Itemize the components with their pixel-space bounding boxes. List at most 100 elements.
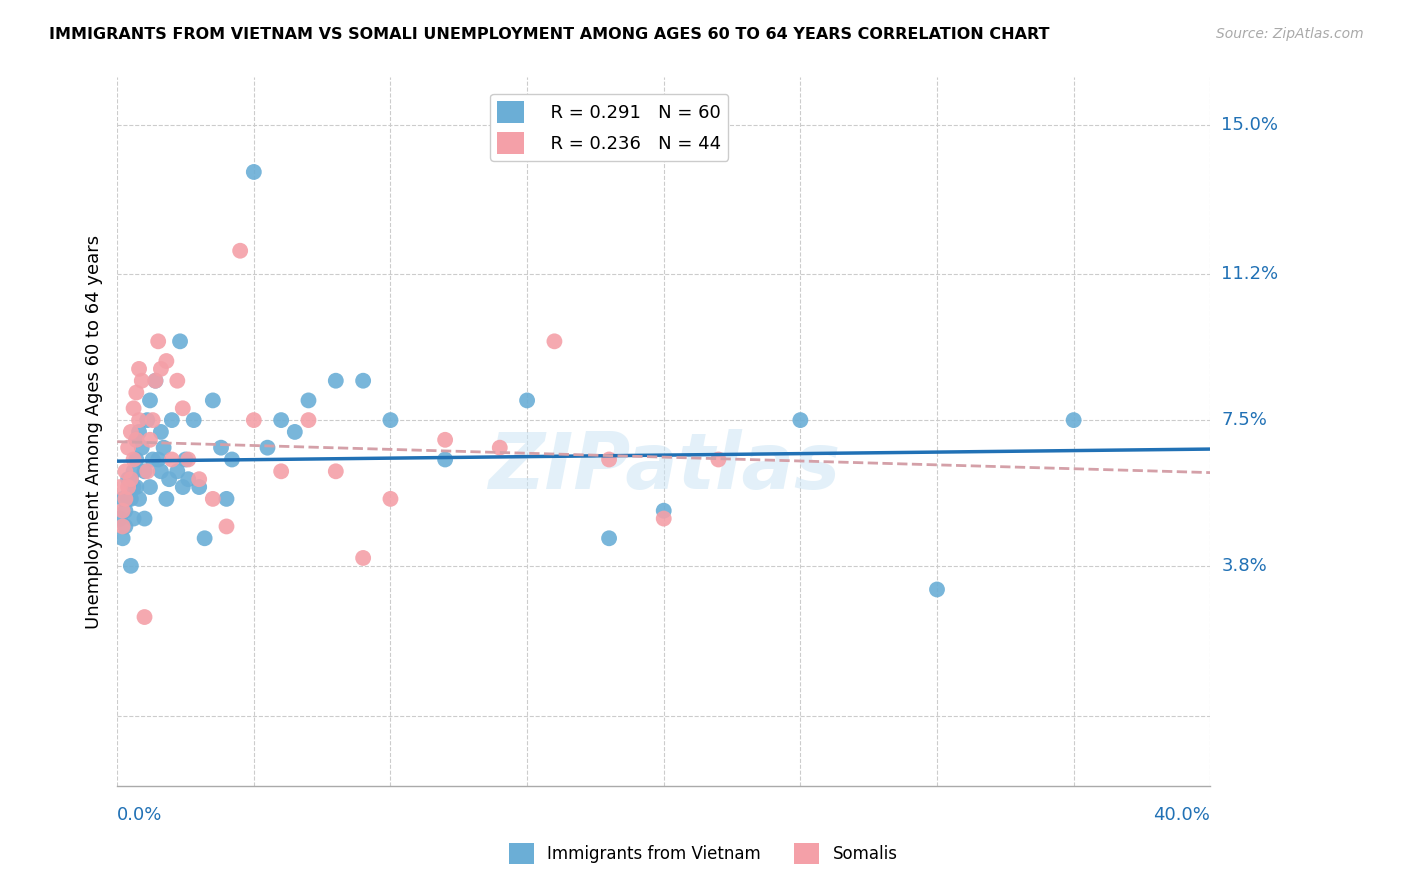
Point: [117, 480, 139, 494]
Point: [117, 441, 139, 455]
Point: [925, 582, 948, 597]
Point: [284, 425, 307, 439]
Point: [111, 519, 134, 533]
Point: [122, 511, 145, 525]
Point: [134, 511, 156, 525]
Text: ZIPatlas: ZIPatlas: [488, 429, 839, 506]
Point: [215, 491, 238, 506]
Point: [131, 441, 153, 455]
Point: [122, 464, 145, 478]
Point: [108, 511, 131, 525]
Point: [145, 374, 167, 388]
Text: 3.8%: 3.8%: [1222, 557, 1267, 574]
Point: [155, 354, 177, 368]
Text: 7.5%: 7.5%: [1222, 411, 1267, 429]
Point: [256, 441, 278, 455]
Point: [114, 464, 136, 478]
Point: [120, 491, 142, 506]
Point: [325, 464, 347, 478]
Point: [117, 472, 139, 486]
Text: Source: ZipAtlas.com: Source: ZipAtlas.com: [1216, 27, 1364, 41]
Point: [201, 491, 224, 506]
Point: [157, 472, 180, 486]
Point: [160, 413, 183, 427]
Point: [243, 413, 266, 427]
Point: [188, 472, 211, 486]
Point: [598, 452, 620, 467]
Y-axis label: Unemployment Among Ages 60 to 64 years: Unemployment Among Ages 60 to 64 years: [86, 235, 103, 629]
Point: [149, 425, 172, 439]
Point: [114, 519, 136, 533]
Point: [128, 425, 150, 439]
Point: [122, 401, 145, 416]
Point: [139, 433, 162, 447]
Point: [114, 504, 136, 518]
Point: [172, 480, 194, 494]
Point: [131, 374, 153, 388]
Point: [152, 441, 174, 455]
Point: [111, 504, 134, 518]
Point: [325, 374, 347, 388]
Text: 11.2%: 11.2%: [1222, 266, 1278, 284]
Point: [652, 511, 675, 525]
Point: [174, 452, 197, 467]
Point: [297, 413, 319, 427]
Point: [380, 491, 402, 506]
Point: [128, 413, 150, 427]
Point: [149, 464, 172, 478]
Point: [114, 491, 136, 506]
Point: [120, 425, 142, 439]
Point: [188, 480, 211, 494]
Point: [142, 413, 165, 427]
Point: [598, 531, 620, 545]
Point: [111, 531, 134, 545]
Text: 0.0%: 0.0%: [117, 806, 163, 824]
Point: [789, 413, 811, 427]
Point: [122, 480, 145, 494]
Legend:   R = 0.291   N = 60,   R = 0.236   N = 44: R = 0.291 N = 60, R = 0.236 N = 44: [491, 94, 728, 161]
Point: [166, 464, 188, 478]
Point: [434, 433, 457, 447]
Point: [352, 374, 374, 388]
Point: [243, 165, 266, 179]
Point: [142, 452, 165, 467]
Point: [139, 480, 162, 494]
Point: [111, 491, 134, 506]
Point: [221, 452, 243, 467]
Point: [380, 413, 402, 427]
Point: [108, 480, 131, 494]
Point: [148, 452, 170, 467]
Point: [120, 472, 142, 486]
Point: [652, 504, 675, 518]
Point: [270, 464, 292, 478]
Point: [229, 244, 252, 258]
Point: [1063, 413, 1085, 427]
Point: [160, 452, 183, 467]
Text: 15.0%: 15.0%: [1222, 116, 1278, 134]
Point: [209, 441, 232, 455]
Point: [270, 413, 292, 427]
Point: [149, 362, 172, 376]
Point: [125, 452, 148, 467]
Point: [136, 413, 159, 427]
Point: [125, 480, 148, 494]
Point: [172, 401, 194, 416]
Point: [120, 558, 142, 573]
Point: [215, 519, 238, 533]
Point: [516, 393, 538, 408]
Text: 40.0%: 40.0%: [1153, 806, 1211, 824]
Point: [352, 551, 374, 566]
Text: IMMIGRANTS FROM VIETNAM VS SOMALI UNEMPLOYMENT AMONG AGES 60 TO 64 YEARS CORRELA: IMMIGRANTS FROM VIETNAM VS SOMALI UNEMPL…: [49, 27, 1050, 42]
Point: [117, 491, 139, 506]
Point: [145, 374, 167, 388]
Point: [169, 334, 191, 349]
Point: [177, 452, 200, 467]
Point: [707, 452, 730, 467]
Point: [543, 334, 565, 349]
Point: [125, 433, 148, 447]
Point: [488, 441, 510, 455]
Point: [139, 393, 162, 408]
Point: [201, 393, 224, 408]
Point: [120, 472, 142, 486]
Point: [434, 452, 457, 467]
